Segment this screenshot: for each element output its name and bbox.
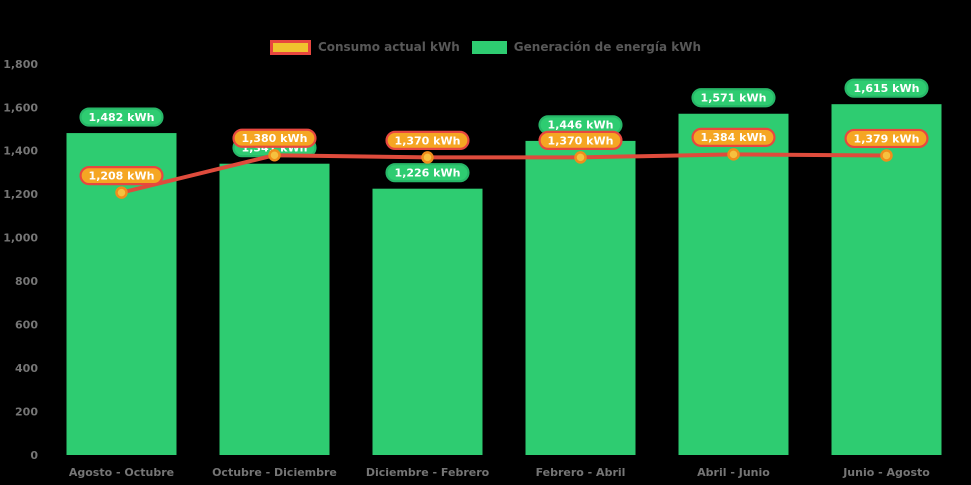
generation-legend-label: Generación de energía kWh xyxy=(513,40,702,54)
x-axis-label: Junio - Agosto xyxy=(842,466,930,479)
consumption-value-pill-text: 1,384 kWh xyxy=(701,131,767,144)
consumption-point[interactable] xyxy=(574,151,587,164)
generation-value-pill-bg xyxy=(385,163,470,183)
consumption-point[interactable] xyxy=(115,186,128,199)
generation-value-pill: 1,571 kWh xyxy=(691,88,776,108)
chart-legend: Consumo actual kWh Generación de energía… xyxy=(0,40,971,55)
consumption-point[interactable] xyxy=(421,151,434,164)
consumption-value-pill-bg xyxy=(232,128,317,148)
generation-bar[interactable] xyxy=(525,140,636,455)
consumption-value-pill-text: 1,370 kWh xyxy=(395,134,461,147)
generation-value-pill: 1,482 kWh xyxy=(79,107,164,127)
generation-legend-swatch xyxy=(471,41,507,54)
generation-value-pill-bg xyxy=(691,88,776,108)
generation-value-pill-bg xyxy=(79,107,164,127)
consumption-point[interactable] xyxy=(268,148,281,162)
legend-item-generation[interactable]: Generación de energía kWh xyxy=(471,40,702,55)
consumption-value-pill-bg xyxy=(538,130,623,151)
consumption-legend-label: Consumo actual kWh xyxy=(317,40,460,54)
generation-value-pill: 1,226 kWh xyxy=(385,163,470,183)
generation-value-pill-bg xyxy=(844,78,929,98)
consumption-line xyxy=(119,152,889,195)
generation-bar[interactable] xyxy=(219,163,330,455)
consumption-value-pill-text: 1,208 kWh xyxy=(89,169,155,182)
consumption-value-pill: 1,370 kWh xyxy=(538,130,623,151)
consumption-value-pill-text: 1,379 kWh xyxy=(854,132,920,145)
y-tick-label: 1,600 xyxy=(3,101,38,114)
y-tick-label: 600 xyxy=(15,319,38,332)
generation-value-pill-text: 1,226 kWh xyxy=(395,167,461,180)
generation-value-pill-text: 1,615 kWh xyxy=(854,82,920,95)
consumption-point[interactable] xyxy=(727,148,740,161)
y-tick-label: 400 xyxy=(15,362,38,375)
generation-value-pill: 1,615 kWh xyxy=(844,78,929,98)
y-tick-label: 1,800 xyxy=(3,58,38,71)
consumption-value-pill-bg xyxy=(79,165,164,186)
legend-item-consumption[interactable]: Consumo actual kWh xyxy=(269,40,460,55)
consumption-value-pill-bg xyxy=(844,128,929,149)
consumption-point[interactable] xyxy=(880,149,893,162)
consumption-legend-swatch xyxy=(269,40,311,55)
consumption-value-pill: 1,208 kWh xyxy=(79,165,164,186)
y-tick-label: 1,400 xyxy=(3,145,38,158)
y-tick-label: 1,200 xyxy=(3,188,38,201)
consumption-value-pill-text: 1,380 kWh xyxy=(242,132,308,145)
generation-value-pill-text: 1,446 kWh xyxy=(548,119,614,132)
generation-value-pill-text: 1,571 kWh xyxy=(701,92,767,105)
y-tick-label: 200 xyxy=(15,405,38,418)
consumption-value-pill: 1,384 kWh xyxy=(691,127,776,147)
consumption-value-pill-bg xyxy=(385,130,470,151)
generation-bar[interactable] xyxy=(372,188,483,456)
x-axis-label: Agosto - Octubre xyxy=(69,466,174,479)
generation-bar[interactable] xyxy=(831,104,942,456)
consumption-value-pill: 1,379 kWh xyxy=(844,128,929,149)
y-tick-label: 1,000 xyxy=(3,232,38,245)
consumption-value-pill: 1,380 kWh xyxy=(232,128,317,148)
x-axis-label: Abril - Junio xyxy=(697,466,770,479)
generation-bar[interactable] xyxy=(678,113,789,455)
x-axis-label: Febrero - Abril xyxy=(536,466,626,479)
x-axis-label: Diciembre - Febrero xyxy=(366,466,490,479)
consumption-value-pill-bg xyxy=(691,127,776,147)
generation-value-pill-text: 1,482 kWh xyxy=(89,111,155,124)
consumption-value-pill: 1,370 kWh xyxy=(385,130,470,151)
y-tick-label: 800 xyxy=(15,275,38,288)
x-axis-label: Octubre - Diciembre xyxy=(212,466,337,479)
y-tick-label: 0 xyxy=(30,449,38,462)
generation-value-pill: 1,446 kWh xyxy=(538,115,623,135)
consumption-value-pill-text: 1,370 kWh xyxy=(548,134,614,147)
